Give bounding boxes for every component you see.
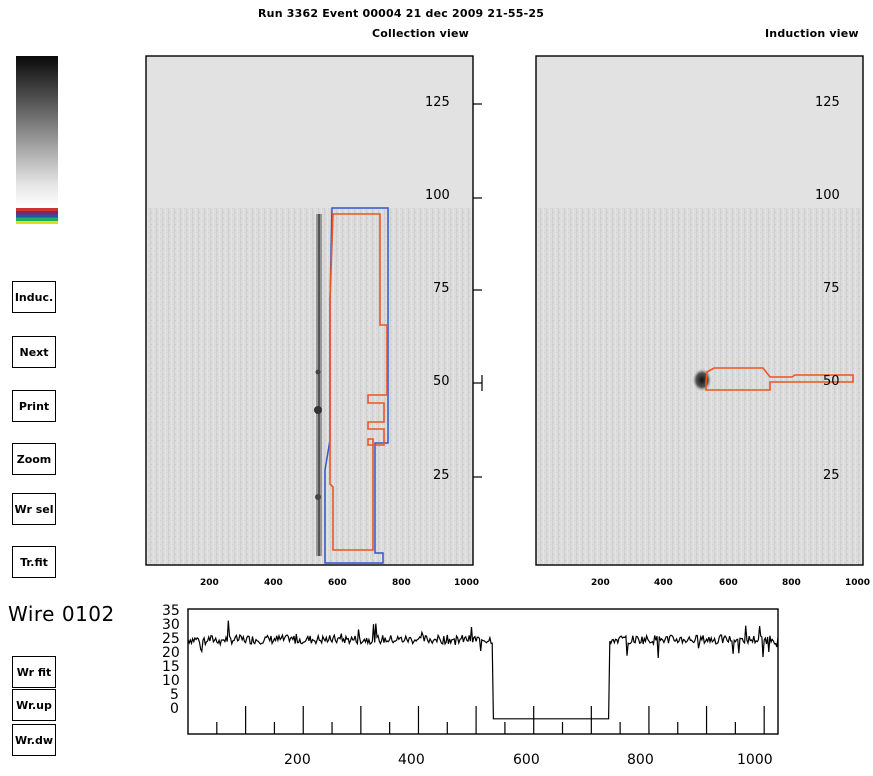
collection-data-region [146, 208, 473, 565]
wire-select-button[interactable]: Wr sel [12, 493, 56, 525]
induction-view-plot[interactable] [535, 55, 864, 566]
waveform-y-tick: 20 [162, 645, 180, 661]
induction-orange-contour [705, 367, 854, 391]
induction-y-tick: 75 [823, 281, 840, 296]
waveform-frame [187, 608, 779, 735]
event-title: Run 3362 Event 00004 21 dec 2009 21-55-2… [258, 7, 545, 20]
wire-number-label: Wire 0102 [8, 602, 115, 626]
color-scale-gradient [16, 56, 58, 208]
collection-y-tick: 75 [433, 281, 450, 296]
collection-x-tick: 400 [264, 578, 283, 588]
waveform-y-tick: 0 [170, 701, 179, 717]
wire-fit-button[interactable]: Wr fit [12, 656, 56, 688]
collection-hit-2 [315, 494, 321, 500]
color-scale-stripes [16, 208, 58, 224]
waveform-y-tick: 35 [162, 603, 180, 619]
induction-button[interactable]: Induc. [12, 281, 56, 313]
zoom-button[interactable]: Zoom [12, 443, 56, 475]
collection-x-tick: 800 [392, 578, 411, 588]
print-button[interactable]: Print [12, 390, 56, 422]
color-scale [16, 56, 58, 226]
induction-frame [535, 55, 864, 566]
induction-y-tick: 100 [815, 188, 840, 203]
waveform-y-tick: 25 [162, 631, 180, 647]
waveform-x-tick-label: 1000 [737, 752, 773, 768]
waveform-y-tick: 30 [162, 617, 180, 633]
collection-hit-1 [314, 406, 322, 414]
wire-up-button[interactable]: Wr.up [12, 689, 56, 721]
induction-y-tick: 25 [823, 468, 840, 483]
waveform-x-tick-label: 400 [398, 752, 425, 768]
collection-view-plot[interactable] [145, 55, 483, 566]
wire-down-button[interactable]: Wr.dw [12, 724, 56, 756]
collection-y-tick: 50 [433, 374, 450, 389]
waveform-x-tick-label: 200 [284, 752, 311, 768]
induction-x-tick: 600 [719, 578, 738, 588]
induction-view-label: Induction view [765, 27, 859, 40]
collection-track-core [318, 214, 320, 556]
waveform-y-tick: 15 [162, 659, 180, 675]
collection-y-tick: 25 [433, 468, 450, 483]
collection-x-tick: 200 [200, 578, 219, 588]
waveform-x-tick-label: 600 [513, 752, 540, 768]
next-button[interactable]: Next [12, 336, 56, 368]
collection-x-tick: 600 [328, 578, 347, 588]
waveform-y-tick: 10 [162, 673, 180, 689]
collection-frame [145, 55, 474, 566]
collection-y-tick: 125 [425, 95, 450, 110]
induction-x-tick: 200 [591, 578, 610, 588]
induction-y-tick: 50 [823, 374, 840, 389]
collection-y-tick: 100 [425, 188, 450, 203]
induction-x-tick: 800 [782, 578, 801, 588]
collection-orange-contour [329, 213, 388, 551]
waveform-y-tick: 5 [170, 687, 179, 703]
waveform-x-tick-label: 800 [627, 752, 654, 768]
waveform-x-ticks [216, 706, 765, 734]
collection-x-tick: 1000 [454, 578, 480, 588]
track-fit-button[interactable]: Tr.fit [12, 546, 56, 578]
collection-view-label: Collection view [372, 27, 469, 40]
wire-waveform-plot[interactable] [187, 608, 779, 735]
induction-x-tick: 1000 [845, 578, 871, 588]
induction-y-tick: 125 [815, 95, 840, 110]
collection-hit-3 [315, 369, 321, 375]
collection-empty-region [146, 56, 473, 208]
induction-x-tick: 400 [654, 578, 673, 588]
induction-empty-region [536, 56, 863, 208]
waveform-trace [187, 620, 779, 720]
